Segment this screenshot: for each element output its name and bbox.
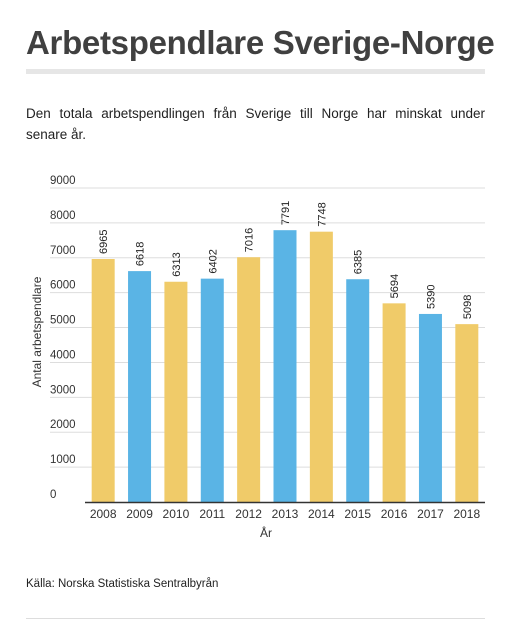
bar-2016 bbox=[382, 303, 406, 502]
data-label: 7016 bbox=[244, 228, 256, 252]
y-axis-title: Antal arbetspendlare bbox=[30, 276, 44, 387]
source-note: Källa: Norska Statistiska Sentralbyrån bbox=[26, 578, 219, 590]
data-label: 5694 bbox=[389, 274, 401, 298]
y-tick-label: 2000 bbox=[50, 419, 76, 431]
x-tick-label: 2014 bbox=[308, 507, 335, 521]
bar-2010 bbox=[164, 281, 188, 502]
bar-2014 bbox=[309, 231, 333, 502]
x-tick-label: 2009 bbox=[126, 507, 153, 521]
bar-2011 bbox=[200, 278, 224, 502]
data-label: 7748 bbox=[316, 202, 328, 226]
y-tick-label: 4000 bbox=[50, 349, 76, 361]
data-label: 6402 bbox=[207, 249, 219, 273]
footer-divider bbox=[26, 618, 485, 619]
page-title: Arbetspendlare Sverige-Norge bbox=[26, 24, 495, 61]
bar-2009 bbox=[128, 271, 152, 502]
x-axis-title: År bbox=[260, 525, 272, 540]
data-label: 6313 bbox=[171, 252, 183, 276]
page-subtitle: Den totala arbetspendlingen från Sverige… bbox=[26, 106, 485, 142]
y-tick-label: 9000 bbox=[50, 175, 76, 187]
bar-2017 bbox=[418, 313, 442, 502]
bar-2008 bbox=[91, 258, 115, 502]
title-divider bbox=[26, 69, 485, 74]
x-tick-label: 2016 bbox=[381, 507, 408, 521]
data-label: 7791 bbox=[280, 201, 292, 225]
y-tick-label: 7000 bbox=[50, 245, 76, 257]
x-tick-label: 2017 bbox=[417, 507, 444, 521]
data-label: 6965 bbox=[98, 230, 110, 254]
x-tick-label: 2012 bbox=[235, 507, 262, 521]
y-tick-label: 3000 bbox=[50, 384, 76, 396]
bar-2013 bbox=[273, 230, 297, 502]
x-tick-label: 2018 bbox=[453, 507, 480, 521]
bar-2015 bbox=[346, 279, 370, 502]
x-tick-label: 2008 bbox=[90, 507, 117, 521]
data-label: 5390 bbox=[425, 284, 437, 308]
data-label: 6385 bbox=[353, 250, 365, 274]
data-label: 5098 bbox=[462, 295, 474, 319]
y-tick-label: 6000 bbox=[50, 280, 76, 292]
bar-2018 bbox=[455, 324, 479, 502]
x-tick-label: 2010 bbox=[163, 507, 190, 521]
y-tick-label: 0 bbox=[50, 489, 56, 501]
x-tick-label: 2011 bbox=[199, 507, 225, 521]
bar-2012 bbox=[237, 257, 261, 502]
x-tick-label: 2015 bbox=[344, 507, 371, 521]
y-tick-label: 8000 bbox=[50, 210, 76, 222]
y-tick-label: 1000 bbox=[50, 454, 76, 466]
x-tick-label: 2013 bbox=[272, 507, 299, 521]
y-tick-label: 5000 bbox=[50, 315, 76, 327]
data-label: 6618 bbox=[135, 242, 147, 266]
